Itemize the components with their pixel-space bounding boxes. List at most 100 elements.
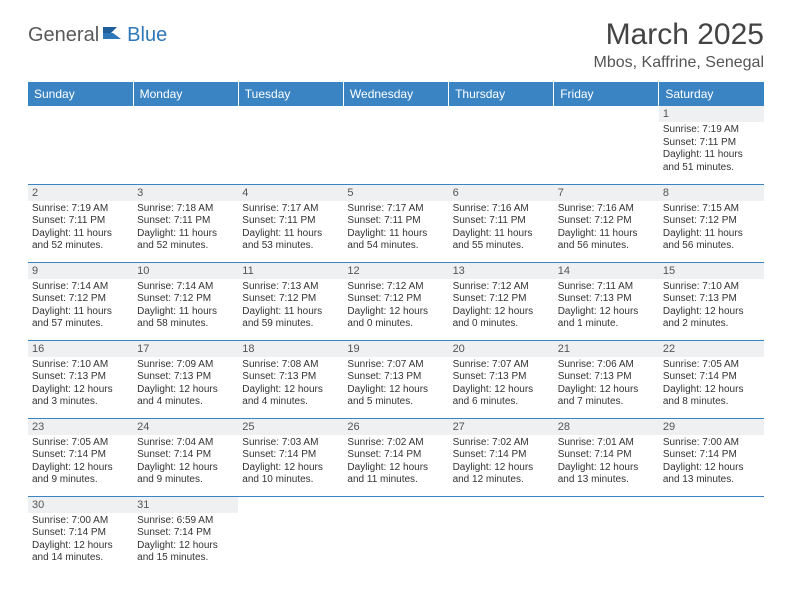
sunrise-text: Sunrise: 7:10 AM: [32, 359, 129, 372]
day-number: 4: [238, 185, 343, 201]
calendar-row: 23Sunrise: 7:05 AMSunset: 7:14 PMDayligh…: [28, 418, 764, 496]
day-number: 12: [343, 263, 448, 279]
sunrise-text: Sunrise: 7:00 AM: [663, 437, 760, 450]
daylight-text: Daylight: 12 hours: [242, 384, 339, 397]
page-title: March 2025: [594, 18, 764, 52]
daylight-text: and 54 minutes.: [347, 240, 444, 253]
sunset-text: Sunset: 7:14 PM: [32, 527, 129, 540]
day-number: 17: [133, 341, 238, 357]
sunset-text: Sunset: 7:11 PM: [242, 215, 339, 228]
day-number: 14: [554, 263, 659, 279]
sunset-text: Sunset: 7:11 PM: [347, 215, 444, 228]
day-details: Sunrise: 7:13 AMSunset: 7:12 PMDaylight:…: [238, 279, 343, 333]
day-number: 22: [659, 341, 764, 357]
day-number: 13: [449, 263, 554, 279]
day-number: 26: [343, 419, 448, 435]
day-cell: 10Sunrise: 7:14 AMSunset: 7:12 PMDayligh…: [133, 262, 238, 340]
header: General Blue March 2025 Mbos, Kaffrine, …: [28, 18, 764, 72]
sunset-text: Sunset: 7:12 PM: [453, 293, 550, 306]
day-number: 7: [554, 185, 659, 201]
sunrise-text: Sunrise: 7:13 AM: [242, 281, 339, 294]
sunrise-text: Sunrise: 7:00 AM: [32, 515, 129, 528]
daylight-text: Daylight: 11 hours: [32, 306, 129, 319]
day-number: 16: [28, 341, 133, 357]
sunrise-text: Sunrise: 7:16 AM: [453, 203, 550, 216]
day-cell: 21Sunrise: 7:06 AMSunset: 7:13 PMDayligh…: [554, 340, 659, 418]
sunset-text: Sunset: 7:14 PM: [32, 449, 129, 462]
daylight-text: Daylight: 12 hours: [347, 462, 444, 475]
day-details: Sunrise: 7:14 AMSunset: 7:12 PMDaylight:…: [28, 279, 133, 333]
daylight-text: Daylight: 11 hours: [242, 228, 339, 241]
daylight-text: and 53 minutes.: [242, 240, 339, 253]
sunrise-text: Sunrise: 7:15 AM: [663, 203, 760, 216]
location-text: Mbos, Kaffrine, Senegal: [594, 54, 764, 72]
weekday-header: Wednesday: [343, 82, 448, 106]
daylight-text: and 4 minutes.: [137, 396, 234, 409]
day-cell: 6Sunrise: 7:16 AMSunset: 7:11 PMDaylight…: [449, 184, 554, 262]
sunset-text: Sunset: 7:14 PM: [137, 527, 234, 540]
daylight-text: and 5 minutes.: [347, 396, 444, 409]
weekday-header-row: Sunday Monday Tuesday Wednesday Thursday…: [28, 82, 764, 106]
day-cell: 27Sunrise: 7:02 AMSunset: 7:14 PMDayligh…: [449, 418, 554, 496]
logo: General Blue: [28, 18, 167, 47]
day-details: Sunrise: 7:07 AMSunset: 7:13 PMDaylight:…: [449, 357, 554, 411]
day-details: Sunrise: 7:06 AMSunset: 7:13 PMDaylight:…: [554, 357, 659, 411]
sunset-text: Sunset: 7:12 PM: [137, 293, 234, 306]
daylight-text: and 0 minutes.: [453, 318, 550, 331]
day-number: 3: [133, 185, 238, 201]
day-details: Sunrise: 6:59 AMSunset: 7:14 PMDaylight:…: [133, 513, 238, 567]
sunrise-text: Sunrise: 7:04 AM: [137, 437, 234, 450]
empty-day-cell: [133, 106, 238, 184]
day-number: 23: [28, 419, 133, 435]
day-details: Sunrise: 7:11 AMSunset: 7:13 PMDaylight:…: [554, 279, 659, 333]
day-details: Sunrise: 7:08 AMSunset: 7:13 PMDaylight:…: [238, 357, 343, 411]
daylight-text: Daylight: 12 hours: [32, 384, 129, 397]
sunset-text: Sunset: 7:13 PM: [347, 371, 444, 384]
sunrise-text: Sunrise: 7:12 AM: [347, 281, 444, 294]
daylight-text: and 59 minutes.: [242, 318, 339, 331]
weekday-header: Tuesday: [238, 82, 343, 106]
day-details: Sunrise: 7:12 AMSunset: 7:12 PMDaylight:…: [343, 279, 448, 333]
daylight-text: and 58 minutes.: [137, 318, 234, 331]
sunset-text: Sunset: 7:13 PM: [558, 371, 655, 384]
daylight-text: Daylight: 12 hours: [663, 462, 760, 475]
sunset-text: Sunset: 7:12 PM: [242, 293, 339, 306]
sunset-text: Sunset: 7:12 PM: [347, 293, 444, 306]
day-details: Sunrise: 7:01 AMSunset: 7:14 PMDaylight:…: [554, 435, 659, 489]
daylight-text: and 2 minutes.: [663, 318, 760, 331]
day-number: 29: [659, 419, 764, 435]
day-cell: 11Sunrise: 7:13 AMSunset: 7:12 PMDayligh…: [238, 262, 343, 340]
day-number: 18: [238, 341, 343, 357]
empty-day-cell: [554, 496, 659, 574]
daylight-text: and 13 minutes.: [558, 474, 655, 487]
sunset-text: Sunset: 7:13 PM: [137, 371, 234, 384]
calendar-row: 30Sunrise: 7:00 AMSunset: 7:14 PMDayligh…: [28, 496, 764, 574]
day-details: Sunrise: 7:05 AMSunset: 7:14 PMDaylight:…: [28, 435, 133, 489]
daylight-text: Daylight: 12 hours: [558, 384, 655, 397]
title-block: March 2025 Mbos, Kaffrine, Senegal: [594, 18, 764, 72]
empty-day-cell: [343, 106, 448, 184]
day-details: Sunrise: 7:16 AMSunset: 7:12 PMDaylight:…: [554, 201, 659, 255]
day-details: Sunrise: 7:19 AMSunset: 7:11 PMDaylight:…: [659, 122, 764, 176]
daylight-text: Daylight: 12 hours: [137, 540, 234, 553]
day-cell: 5Sunrise: 7:17 AMSunset: 7:11 PMDaylight…: [343, 184, 448, 262]
daylight-text: Daylight: 12 hours: [242, 462, 339, 475]
sunrise-text: Sunrise: 7:07 AM: [453, 359, 550, 372]
daylight-text: Daylight: 12 hours: [663, 306, 760, 319]
empty-day-cell: [659, 496, 764, 574]
day-number: 1: [659, 106, 764, 122]
sunset-text: Sunset: 7:14 PM: [453, 449, 550, 462]
sunrise-text: Sunrise: 7:06 AM: [558, 359, 655, 372]
day-details: Sunrise: 7:12 AMSunset: 7:12 PMDaylight:…: [449, 279, 554, 333]
daylight-text: Daylight: 12 hours: [137, 384, 234, 397]
sunrise-text: Sunrise: 7:01 AM: [558, 437, 655, 450]
day-number: 31: [133, 497, 238, 513]
calendar-row: 1Sunrise: 7:19 AMSunset: 7:11 PMDaylight…: [28, 106, 764, 184]
sunrise-text: Sunrise: 7:05 AM: [32, 437, 129, 450]
day-cell: 31Sunrise: 6:59 AMSunset: 7:14 PMDayligh…: [133, 496, 238, 574]
daylight-text: and 52 minutes.: [137, 240, 234, 253]
day-cell: 26Sunrise: 7:02 AMSunset: 7:14 PMDayligh…: [343, 418, 448, 496]
sunset-text: Sunset: 7:13 PM: [663, 293, 760, 306]
day-number: 5: [343, 185, 448, 201]
day-cell: 13Sunrise: 7:12 AMSunset: 7:12 PMDayligh…: [449, 262, 554, 340]
